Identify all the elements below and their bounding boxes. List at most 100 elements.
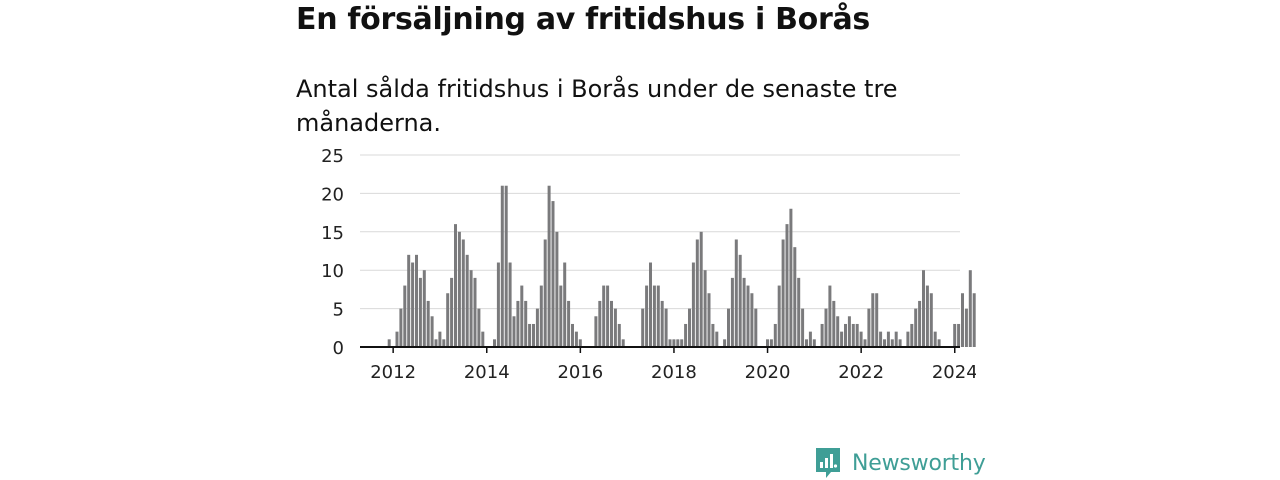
bar xyxy=(668,339,672,347)
gridlines xyxy=(360,154,960,310)
bar xyxy=(606,285,610,347)
bar xyxy=(812,339,816,347)
bar xyxy=(961,293,964,347)
chart-title: En försäljning av fritidshus i Borås xyxy=(296,2,870,37)
bar xyxy=(910,323,914,347)
bar xyxy=(828,285,832,347)
bar xyxy=(805,339,808,347)
bar xyxy=(415,254,418,347)
bar xyxy=(922,270,925,347)
bar xyxy=(680,339,684,347)
bar xyxy=(660,300,664,347)
bar xyxy=(500,185,504,347)
bar xyxy=(547,185,551,347)
bar xyxy=(914,308,918,347)
bar xyxy=(883,339,886,347)
bar xyxy=(972,293,976,347)
bar xyxy=(754,308,758,347)
bar xyxy=(418,277,422,347)
bar xyxy=(793,247,797,347)
bar xyxy=(918,300,922,347)
bar xyxy=(863,339,867,347)
bar xyxy=(512,316,516,347)
bar xyxy=(442,339,446,347)
bar xyxy=(832,300,836,347)
bar xyxy=(879,331,883,347)
bar xyxy=(933,331,937,347)
chart-subtitle: Antal sålda fritidshus i Borås under de … xyxy=(296,75,898,137)
bar xyxy=(742,277,746,347)
bar xyxy=(847,316,851,347)
bar xyxy=(672,339,676,347)
bar xyxy=(738,254,742,347)
bar xyxy=(438,331,442,347)
bar xyxy=(598,300,602,347)
bar xyxy=(430,316,434,347)
bar xyxy=(399,308,403,347)
bar xyxy=(504,185,508,347)
bar xyxy=(844,323,847,347)
bar xyxy=(477,308,481,347)
bar xyxy=(836,316,840,347)
bar xyxy=(551,201,555,347)
bar xyxy=(906,331,910,347)
bar xyxy=(493,339,496,347)
bar xyxy=(773,323,777,347)
x-tick-label: 2020 xyxy=(745,362,791,383)
bar xyxy=(543,239,547,347)
bar xyxy=(574,331,578,347)
bar xyxy=(613,308,617,347)
bar xyxy=(524,300,528,347)
bar xyxy=(781,239,785,347)
bar xyxy=(434,339,438,347)
x-tick-label: 2014 xyxy=(464,362,510,383)
bar xyxy=(411,262,415,347)
bar xyxy=(610,300,613,347)
bar xyxy=(746,285,750,347)
bar xyxy=(395,331,399,347)
bar xyxy=(769,339,773,347)
bar xyxy=(469,270,473,347)
bar xyxy=(535,308,539,347)
bar xyxy=(481,331,485,347)
bar xyxy=(699,231,703,347)
bar xyxy=(555,231,559,347)
y-axis-tick-labels: 0 5 10 15 20 25 xyxy=(321,146,344,359)
bar xyxy=(711,323,715,347)
y-tick-label: 0 xyxy=(333,338,344,359)
bar xyxy=(602,285,606,347)
bar xyxy=(450,277,454,347)
bar xyxy=(559,285,563,347)
bar xyxy=(894,331,898,347)
y-tick-label: 20 xyxy=(321,184,344,205)
bar xyxy=(528,323,532,347)
bar xyxy=(520,285,524,347)
bar xyxy=(571,323,574,347)
bars xyxy=(387,185,976,347)
bar xyxy=(426,300,430,347)
y-tick-label: 25 xyxy=(321,146,344,167)
bar xyxy=(785,224,789,347)
bar xyxy=(766,339,769,347)
bar xyxy=(734,239,738,347)
bar xyxy=(703,270,707,347)
bar xyxy=(859,331,863,347)
bar xyxy=(688,308,691,347)
bar xyxy=(820,323,824,347)
bar xyxy=(407,254,411,347)
bar xyxy=(750,293,754,347)
bar xyxy=(777,285,781,347)
y-tick-label: 15 xyxy=(321,223,344,244)
bar xyxy=(387,339,391,347)
bar xyxy=(875,293,879,347)
bar xyxy=(567,300,571,347)
x-tick-label: 2024 xyxy=(932,362,976,383)
bar xyxy=(964,308,968,347)
bar xyxy=(957,323,961,347)
bar xyxy=(684,323,688,347)
bar xyxy=(789,208,793,347)
bar xyxy=(457,231,461,347)
bar xyxy=(723,339,727,347)
bar xyxy=(403,285,407,347)
bar xyxy=(707,293,711,347)
